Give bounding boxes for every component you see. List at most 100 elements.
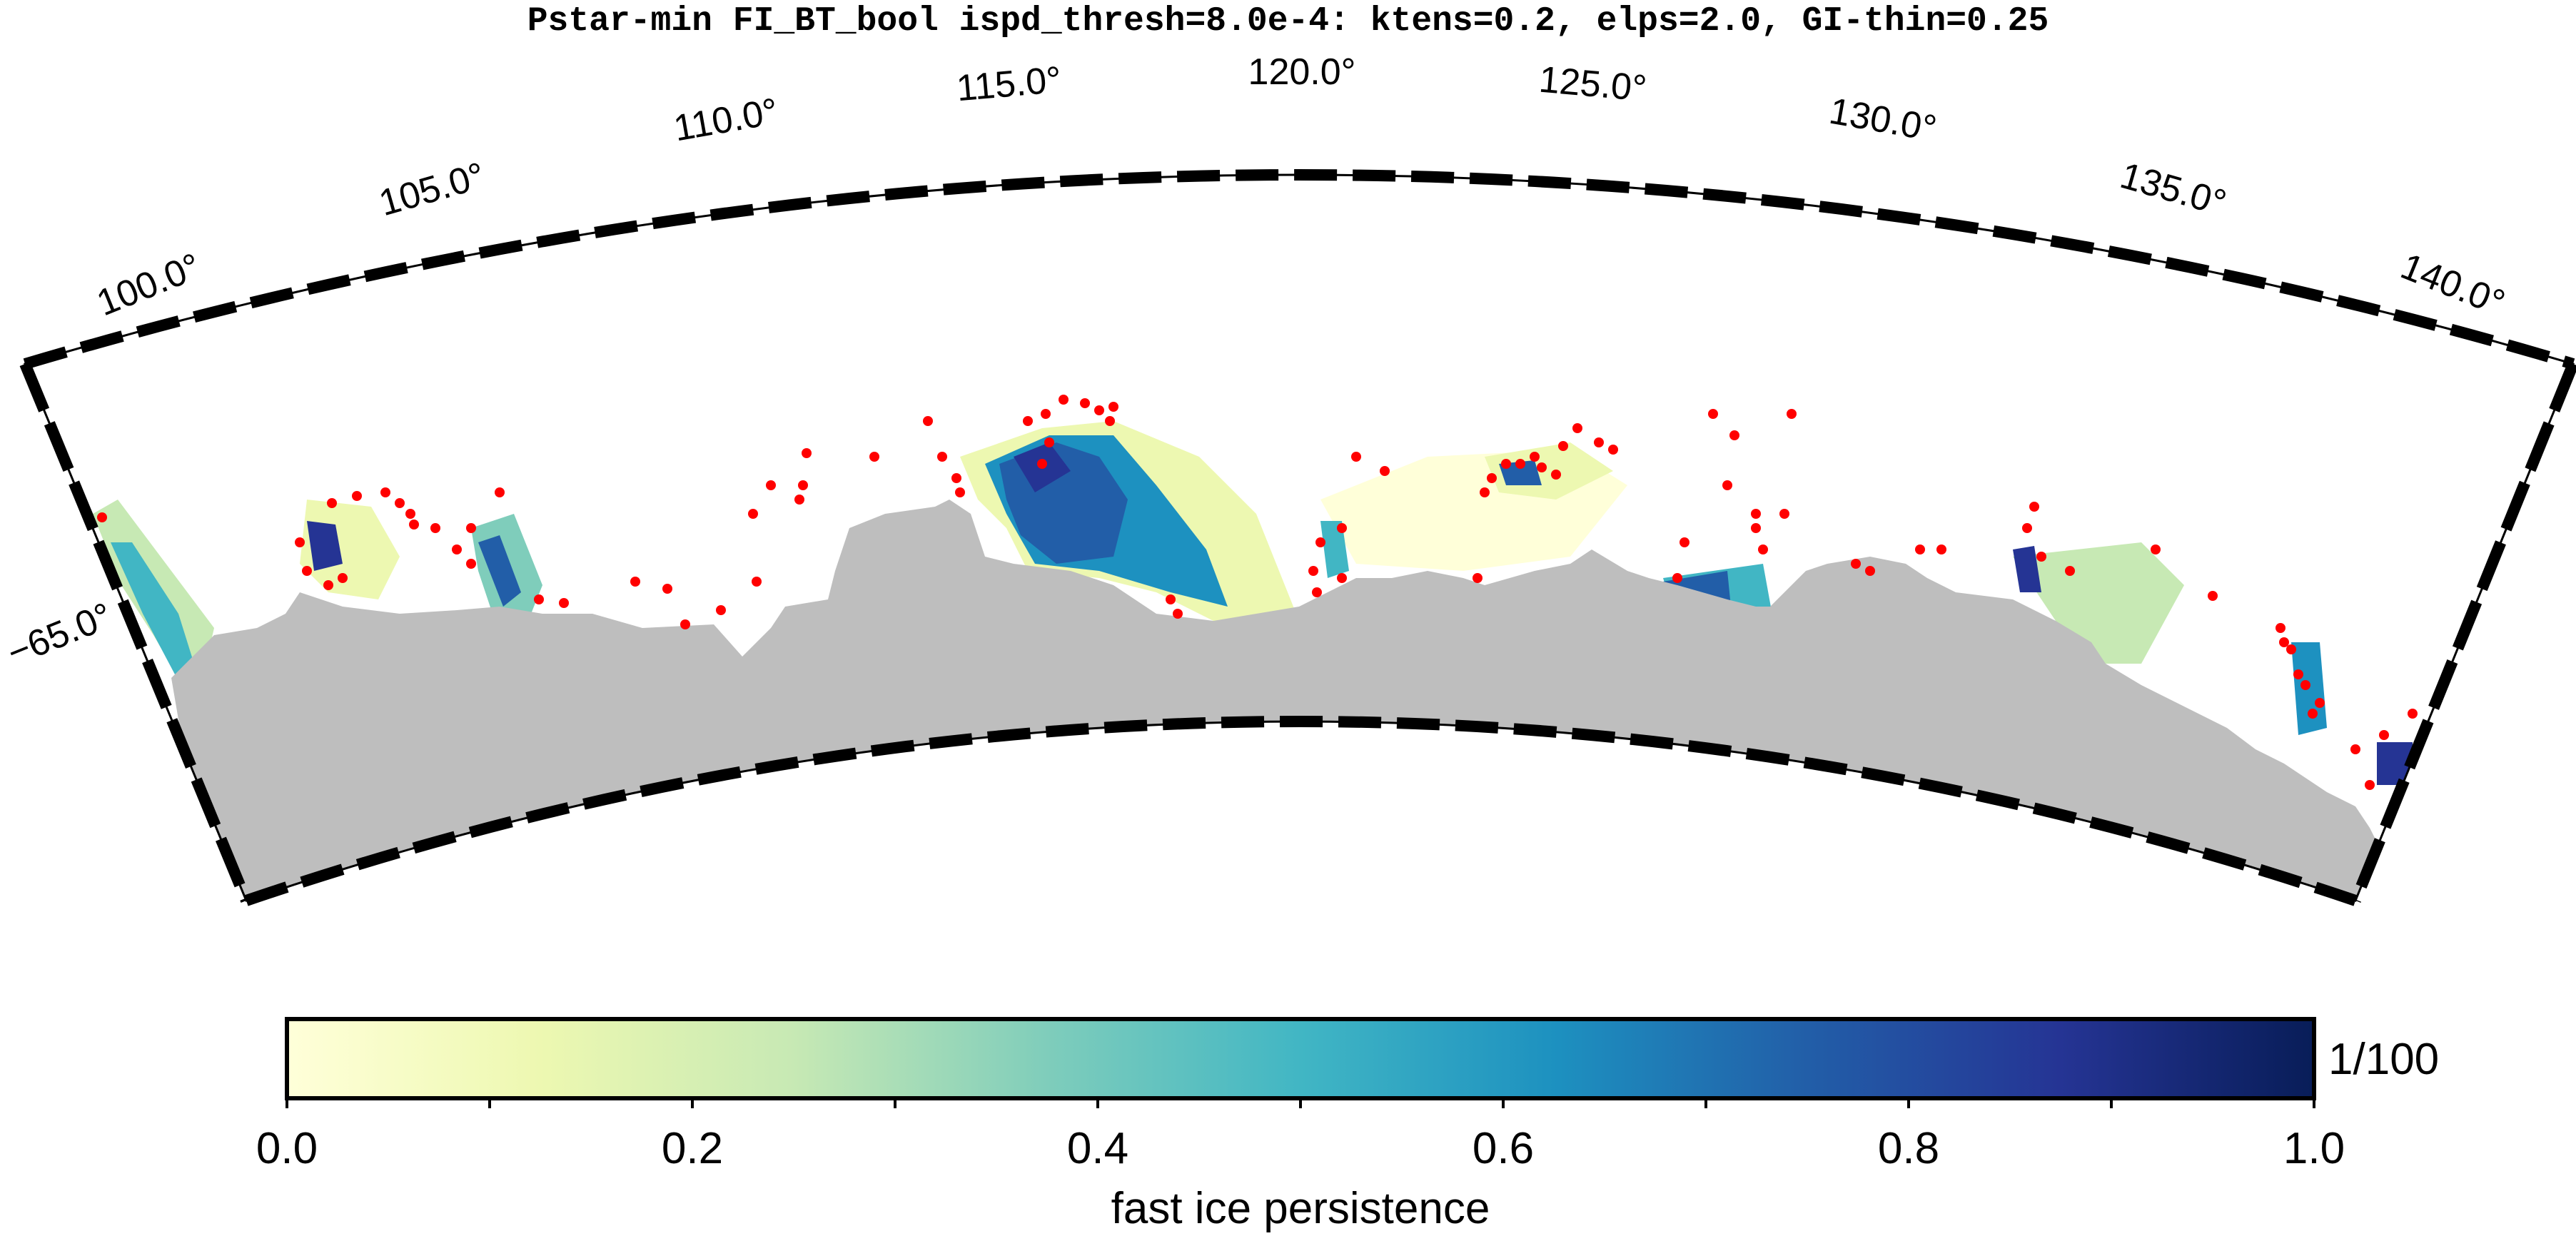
iceberg-marker (1751, 523, 1761, 533)
longitude-label: 115.0° (955, 59, 1064, 110)
iceberg-marker (1166, 594, 1176, 604)
iceberg-marker (1787, 409, 1797, 419)
iceberg-marker (1105, 416, 1115, 426)
longitude-label: 105.0° (375, 155, 490, 224)
iceberg-marker (1480, 487, 1490, 497)
iceberg-marker (802, 448, 812, 458)
iceberg-marker (1315, 537, 1325, 547)
iceberg-marker (2029, 502, 2039, 512)
iceberg-marker (2065, 566, 2075, 576)
iceberg-marker (327, 498, 337, 508)
iceberg-marker (405, 509, 415, 519)
iceberg-marker (1722, 480, 1732, 490)
iceberg-marker (1915, 544, 1925, 554)
iceberg-marker (1094, 405, 1104, 415)
iceberg-marker (2308, 709, 2318, 719)
iceberg-marker (395, 498, 405, 508)
iceberg-marker (1041, 409, 1051, 419)
colorbar-tick-label: 0.4 (1067, 1124, 1128, 1173)
colorbar-ticks: 0.0 0.2 0.4 0.6 0.8 1.0 (256, 1098, 2345, 1173)
iceberg-marker (1515, 459, 1525, 469)
latitude-labels: −65.0° (1, 595, 118, 674)
iceberg-marker (430, 523, 440, 533)
ice-patch-mertz (2013, 542, 2184, 664)
iceberg-marker (2208, 591, 2218, 601)
iceberg-marker (2276, 623, 2285, 633)
iceberg-marker (923, 416, 933, 426)
longitude-label: 100.0° (91, 245, 207, 324)
iceberg-marker (794, 495, 804, 505)
latitude-label: −65.0° (1, 595, 118, 674)
iceberg-marker (1044, 437, 1054, 447)
iceberg-marker (1308, 566, 1318, 576)
longitude-label: 110.0° (671, 91, 782, 150)
iceberg-marker (1351, 452, 1361, 462)
iceberg-marker (1729, 430, 1739, 440)
iceberg-marker (2293, 669, 2303, 679)
iceberg-marker (951, 473, 961, 483)
colorbar-tick-label: 0.0 (256, 1124, 318, 1173)
iceberg-marker (1537, 462, 1547, 472)
iceberg-marker (1059, 395, 1069, 405)
iceberg-marker (869, 452, 879, 462)
iceberg-marker (2379, 730, 2389, 740)
iceberg-marker (1108, 402, 1118, 412)
iceberg-marker (295, 537, 305, 547)
longitude-label: 140.0° (2395, 245, 2511, 324)
iceberg-marker (559, 598, 569, 608)
iceberg-marker (1530, 452, 1540, 462)
iceberg-marker (1936, 544, 1946, 554)
iceberg-marker (409, 520, 419, 530)
iceberg-marker (338, 573, 348, 583)
ice-patch-mertz-core (2013, 546, 2041, 592)
iceberg-marker (323, 580, 333, 590)
iceberg-marker (1173, 609, 1183, 619)
colorbar-unit: 1/100 (2328, 1035, 2439, 1084)
map-title: Pstar-min FI_BT_bool ispd_thresh=8.0e-4:… (527, 2, 2049, 41)
ice-patch-east-edge-core (2377, 742, 2413, 785)
longitude-label: 130.0° (1827, 91, 1940, 150)
iceberg-marker (466, 523, 476, 533)
iceberg-marker (1023, 416, 1033, 426)
ice-patch-mid-east-cells (1320, 521, 1349, 578)
iceberg-marker (2036, 552, 2046, 562)
iceberg-marker (752, 577, 762, 587)
iceberg-marker (2365, 780, 2375, 790)
iceberg-marker (380, 487, 390, 497)
iceberg-marker (1312, 587, 1322, 597)
iceberg-marker (937, 452, 947, 462)
iceberg-marker (452, 544, 462, 554)
longitude-label: 120.0° (1248, 51, 1356, 93)
iceberg-marker (1851, 559, 1861, 569)
iceberg-marker (1551, 470, 1561, 480)
iceberg-marker (1594, 437, 1604, 447)
iceberg-marker (1380, 466, 1390, 476)
iceberg-marker (97, 512, 107, 522)
frame-thin-outer (23, 173, 2575, 902)
iceberg-marker (662, 584, 672, 594)
iceberg-marker (2022, 523, 2032, 533)
iceberg-marker (798, 480, 808, 490)
iceberg-marker (748, 509, 758, 519)
iceberg-marker (1708, 409, 1718, 419)
iceberg-marker (302, 566, 312, 576)
colorbar-tick-label: 0.8 (1878, 1124, 1939, 1173)
iceberg-marker (1080, 398, 1090, 408)
iceberg-marker (2350, 744, 2360, 754)
iceberg-marker (466, 559, 476, 569)
colorbar-tick-label: 0.6 (1473, 1124, 1534, 1173)
iceberg-marker (1865, 566, 1875, 576)
iceberg-marker (2279, 637, 2289, 647)
iceberg-marker (716, 605, 726, 615)
map-frame (19, 169, 2576, 906)
iceberg-marker (495, 487, 505, 497)
iceberg-marker (2315, 698, 2325, 708)
iceberg-marker (1037, 459, 1047, 469)
longitude-label: 135.0° (2116, 155, 2231, 224)
colorbar-bar (285, 1017, 2316, 1100)
iceberg-marker (1751, 509, 1761, 519)
iceberg-marker (1680, 537, 1689, 547)
ice-patch-shackleton-core (307, 521, 343, 571)
ice-patch-east-edge (2291, 642, 2327, 735)
